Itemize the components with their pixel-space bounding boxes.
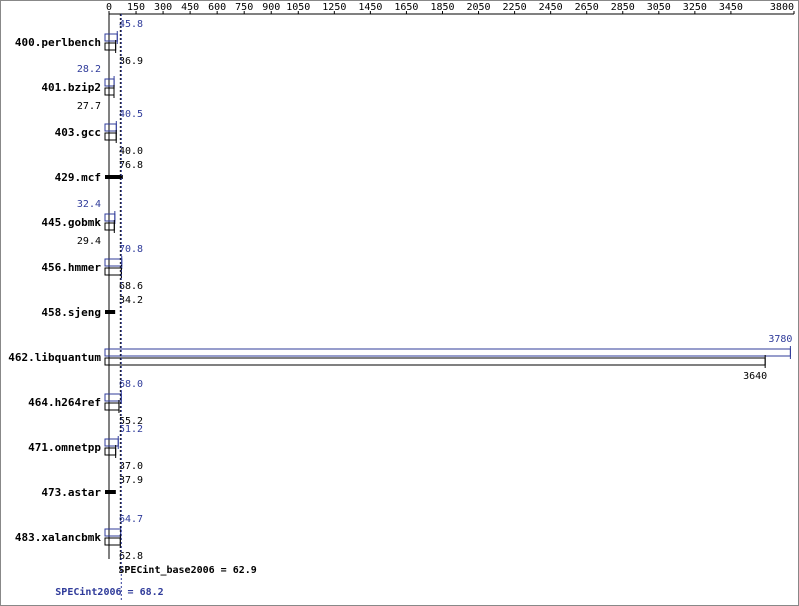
x-tick-label: 1850 xyxy=(430,2,454,13)
value-label: 37.0 xyxy=(119,461,143,472)
x-tick-label: 1450 xyxy=(358,2,382,13)
value-label: 3780 xyxy=(768,334,792,345)
x-tick-label: 0 xyxy=(106,2,112,13)
category-label: 471.omnetpp xyxy=(28,441,101,454)
value-label: 76.8 xyxy=(119,160,143,171)
category-label: 401.bzip2 xyxy=(41,81,101,94)
x-tick-label: 3250 xyxy=(683,2,707,13)
x-tick-label: 3450 xyxy=(719,2,743,13)
bar xyxy=(105,175,123,179)
x-tick-label: 750 xyxy=(235,2,253,13)
bar xyxy=(105,310,116,314)
category-label: 462.libquantum xyxy=(8,351,101,364)
summary-label: SPECint_base2006 = 62.9 xyxy=(118,564,256,576)
value-label: 70.8 xyxy=(119,244,143,255)
x-tick-label: 1050 xyxy=(286,2,310,13)
category-label: 445.gobmk xyxy=(41,216,101,229)
value-label: 29.4 xyxy=(77,236,101,247)
value-label: 28.2 xyxy=(77,64,101,75)
x-tick-label: 3050 xyxy=(647,2,671,13)
category-label: 400.perlbench xyxy=(15,36,101,49)
category-label: 473.astar xyxy=(41,486,101,499)
bar xyxy=(105,490,116,494)
x-tick-label: 900 xyxy=(262,2,280,13)
category-label: 429.mcf xyxy=(55,171,101,184)
value-label: 68.6 xyxy=(119,281,143,292)
x-tick-label: 3800 xyxy=(770,2,794,13)
x-tick-label: 2450 xyxy=(539,2,563,13)
x-tick-label: 600 xyxy=(208,2,226,13)
x-tick-label: 450 xyxy=(181,2,199,13)
summary-label: SPECint2006 = 68.2 xyxy=(55,586,163,598)
value-label: 40.5 xyxy=(119,109,143,120)
category-label: 403.gcc xyxy=(55,126,101,139)
category-label: 456.hmmer xyxy=(41,261,101,274)
x-tick-label: 1650 xyxy=(394,2,418,13)
category-label: 458.sjeng xyxy=(41,306,101,319)
x-tick-label: 1250 xyxy=(322,2,346,13)
x-tick-label: 150 xyxy=(127,2,145,13)
category-label: 483.xalancbmk xyxy=(15,531,101,544)
x-tick-label: 2850 xyxy=(611,2,635,13)
x-tick-label: 300 xyxy=(154,2,172,13)
value-label: 40.0 xyxy=(119,146,143,157)
value-label: 64.7 xyxy=(119,514,143,525)
value-label: 45.8 xyxy=(119,19,143,30)
x-tick-label: 2650 xyxy=(575,2,599,13)
value-label: 68.0 xyxy=(119,379,143,390)
value-label: 62.8 xyxy=(119,551,143,562)
value-label: 51.2 xyxy=(119,424,143,435)
x-tick-label: 2250 xyxy=(503,2,527,13)
value-label: 36.9 xyxy=(119,56,143,67)
value-label: 3640 xyxy=(743,371,767,382)
category-label: 464.h264ref xyxy=(28,396,101,409)
value-label: 27.7 xyxy=(77,101,101,112)
value-label: 37.9 xyxy=(119,475,143,486)
value-label: 32.4 xyxy=(77,199,101,210)
value-label: 55.2 xyxy=(119,416,143,427)
value-label: 34.2 xyxy=(119,295,143,306)
x-tick-label: 2050 xyxy=(466,2,490,13)
